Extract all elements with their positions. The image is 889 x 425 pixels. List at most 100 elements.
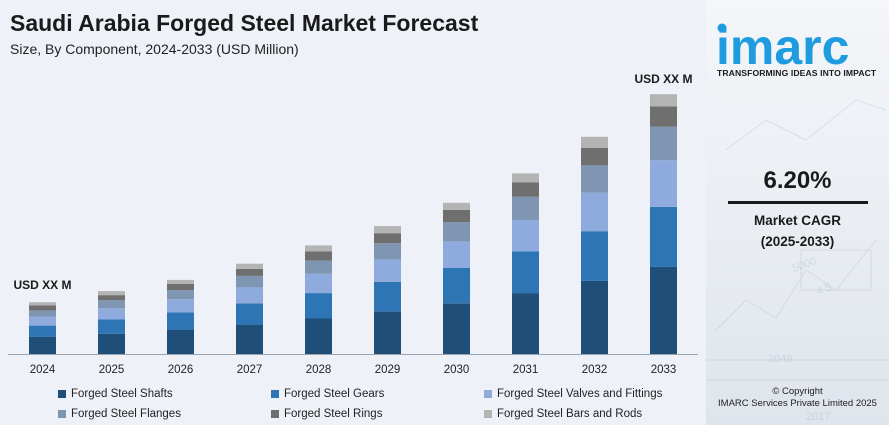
x-tick-label: 2024 <box>30 364 56 376</box>
side-panel: 5000 4 5 2048 2017 imarc TRANSFORMING ID… <box>706 0 889 425</box>
legend-swatch <box>484 410 492 418</box>
legend-label: Forged Steel Rings <box>284 408 383 420</box>
bar-segment-2030-5 <box>443 209 470 223</box>
bar-segment-2030-6 <box>443 202 470 210</box>
bar-segment-2027-4 <box>236 275 263 288</box>
bar-segment-2029-4 <box>374 243 401 260</box>
legend-label: Forged Steel Shafts <box>71 388 173 400</box>
cagr-value: 6.20% <box>763 167 832 194</box>
bar-segment-2026-3 <box>167 299 194 313</box>
bar-segment-2029-1 <box>374 311 401 354</box>
legend-swatch <box>58 390 66 398</box>
bar-segment-2033-6 <box>650 94 677 107</box>
bar-segment-2026-1 <box>167 329 194 354</box>
bar-segment-2027-6 <box>236 263 263 269</box>
copyright-owner: IMARC Services Private Limited 2025 <box>718 398 877 409</box>
cagr-divider <box>728 201 868 204</box>
legend-label: Forged Steel Bars and Rods <box>497 408 643 420</box>
bar-segment-2024-1 <box>29 336 56 354</box>
bar-segment-2025-5 <box>98 295 125 301</box>
legend-label: Forged Steel Flanges <box>71 408 181 420</box>
svg-text:4 5: 4 5 <box>815 281 833 298</box>
bar-segment-2031-6 <box>512 173 539 183</box>
bar-segment-2030-4 <box>443 222 470 242</box>
cagr-period: (2025-2033) <box>760 234 835 249</box>
bar-segment-2029-6 <box>374 226 401 234</box>
value-label-first: USD XX M <box>13 278 71 292</box>
bar-segment-2033-3 <box>650 160 677 207</box>
bar-segment-2033-2 <box>650 206 677 267</box>
x-tick-label: 2025 <box>99 364 125 376</box>
bar-segment-2025-2 <box>98 319 125 334</box>
imarc-logo: imarc <box>716 19 849 75</box>
bar-segment-2027-1 <box>236 324 263 354</box>
logo-tagline: TRANSFORMING IDEAS INTO IMPACT <box>717 68 877 78</box>
bar-segment-2032-4 <box>581 165 608 193</box>
bar-segment-2028-5 <box>305 251 332 261</box>
bar-segment-2026-4 <box>167 290 194 300</box>
legend-swatch <box>271 390 279 398</box>
x-tick-label: 2028 <box>306 364 332 376</box>
bar-segment-2029-5 <box>374 233 401 244</box>
bar-segment-2028-6 <box>305 245 332 252</box>
x-tick-label: 2030 <box>444 364 470 376</box>
bar-segment-2030-1 <box>443 303 470 354</box>
legend-label: Forged Steel Gears <box>284 388 385 400</box>
bar-segment-2031-4 <box>512 196 539 220</box>
bar-segment-2025-1 <box>98 333 125 354</box>
bar-segment-2032-6 <box>581 136 608 148</box>
legend-item: Forged Steel Gears <box>271 386 484 402</box>
legend-swatch <box>271 410 279 418</box>
bar-segment-2029-2 <box>374 281 401 312</box>
bar-segment-2031-2 <box>512 251 539 294</box>
bar-segment-2025-3 <box>98 308 125 320</box>
chart-legend: Forged Steel Shafts Forged Steel Gears For… <box>58 386 698 422</box>
bar-segment-2025-4 <box>98 300 125 309</box>
bar-segment-2032-3 <box>581 192 608 232</box>
svg-text:2017: 2017 <box>806 411 830 423</box>
bar-segment-2030-3 <box>443 241 470 268</box>
svg-text:2048: 2048 <box>768 353 792 365</box>
bar-segment-2024-3 <box>29 316 56 326</box>
legend-item: Forged Steel Shafts <box>58 386 271 402</box>
bar-segment-2027-3 <box>236 287 263 304</box>
bar-segment-2024-2 <box>29 325 56 337</box>
bar-segment-2028-2 <box>305 293 332 319</box>
bar-segment-2028-3 <box>305 273 332 294</box>
legend-swatch <box>58 410 66 418</box>
chart-area: Saudi Arabia Forged Steel Market Forecas… <box>0 0 706 425</box>
x-tick-label: 2026 <box>168 364 194 376</box>
legend-item: Forged Steel Rings <box>271 406 484 422</box>
legend-label: Forged Steel Valves and Fittings <box>497 388 663 400</box>
bar-segment-2031-3 <box>512 220 539 252</box>
legend-item: Forged Steel Flanges <box>58 406 271 422</box>
chart-subtitle: Size, By Component, 2024-2033 (USD Milli… <box>10 41 299 57</box>
legend-item: Forged Steel Bars and Rods <box>484 406 698 422</box>
bar-segment-2024-4 <box>29 310 56 317</box>
logo-wordmark: imarc <box>716 19 849 75</box>
bar-segment-2032-5 <box>581 148 608 166</box>
value-label-last: USD XX M <box>634 72 692 86</box>
bar-segment-2033-1 <box>650 266 677 354</box>
bar-segment-2024-6 <box>29 302 56 306</box>
bar-segment-2033-5 <box>650 106 677 127</box>
bar-segment-2026-5 <box>167 284 194 291</box>
bar-segment-2027-5 <box>236 268 263 276</box>
bar-segment-2027-2 <box>236 303 263 325</box>
bar-segment-2033-4 <box>650 126 677 161</box>
bar-segment-2025-6 <box>98 291 125 296</box>
x-tick-label: 2033 <box>651 364 677 376</box>
bar-segment-2028-4 <box>305 260 332 274</box>
bar-segment-2032-1 <box>581 280 608 354</box>
bar-segment-2024-5 <box>29 305 56 311</box>
bar-segment-2028-1 <box>305 318 332 354</box>
x-tick-label: 2027 <box>237 364 263 376</box>
copyright-label: © Copyright <box>772 386 823 397</box>
bar-segment-2026-2 <box>167 312 194 330</box>
stacked-bar-chart: 2024 2025 2026 2027 2028 2029 2030 2031 2032 2033… <box>8 72 698 376</box>
bar-segment-2031-5 <box>512 182 539 197</box>
background-chart-decoration: 5000 4 5 2048 2017 <box>706 99 889 423</box>
logo-dot <box>717 23 727 33</box>
cagr-label: Market CAGR <box>753 213 842 228</box>
bar-segment-2026-6 <box>167 279 194 284</box>
